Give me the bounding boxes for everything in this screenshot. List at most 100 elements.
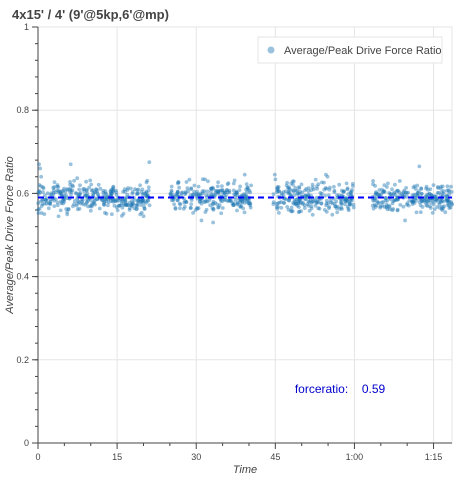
data-point: [381, 190, 385, 195]
data-point: [421, 198, 426, 203]
data-point: [326, 193, 331, 198]
data-point: [273, 177, 278, 182]
data-point: [425, 192, 430, 197]
data-point: [169, 190, 174, 195]
data-point: [384, 204, 389, 209]
data-point: [383, 198, 388, 203]
data-point: [313, 203, 318, 208]
x-tick-label: 1:00: [346, 452, 364, 462]
data-point: [145, 194, 149, 199]
data-point: [113, 199, 118, 203]
data-point: [144, 189, 149, 194]
data-point: [90, 201, 95, 206]
data-point: [198, 193, 203, 198]
data-point: [351, 205, 356, 210]
data-point: [392, 198, 397, 203]
data-point: [435, 205, 439, 209]
data-point: [175, 190, 180, 195]
data-point: [346, 192, 351, 197]
data-point: [434, 198, 439, 202]
data-point: [56, 189, 61, 194]
data-point: [335, 193, 339, 198]
data-point: [245, 198, 250, 203]
data-point: [393, 198, 398, 202]
data-point: [382, 189, 386, 194]
data-point: [145, 193, 150, 198]
data-point: [315, 199, 320, 204]
data-point: [423, 194, 428, 199]
data-point: [335, 204, 340, 209]
data-point: [342, 189, 346, 194]
data-point: [202, 189, 207, 194]
data-point: [183, 190, 188, 194]
data-point: [178, 202, 183, 207]
data-point: [77, 187, 82, 192]
data-point: [325, 174, 330, 179]
data-point: [424, 203, 429, 208]
data-point: [237, 188, 242, 193]
data-point: [377, 201, 381, 206]
data-point: [348, 199, 353, 203]
data-point: [125, 203, 130, 207]
legend: Average/Peak Drive Force Ratio: [257, 36, 443, 64]
data-point: [303, 193, 308, 198]
data-point: [129, 199, 134, 203]
data-point: [309, 206, 314, 211]
data-point: [387, 204, 392, 209]
data-point: [403, 190, 408, 195]
data-point: [205, 199, 210, 204]
annotation-value: 0.59: [362, 382, 386, 396]
data-point: [104, 196, 108, 200]
data-point: [401, 190, 406, 195]
data-point: [271, 202, 276, 207]
data-point: [113, 199, 118, 204]
data-point: [413, 196, 418, 201]
data-point: [88, 198, 93, 202]
data-point: [371, 206, 376, 211]
data-point: [62, 200, 67, 204]
data-point: [439, 200, 443, 204]
data-point: [412, 184, 417, 189]
data-point: [84, 201, 89, 206]
data-point: [333, 204, 338, 209]
data-point: [37, 189, 42, 193]
data-point: [319, 201, 324, 206]
data-point: [424, 199, 429, 204]
data-point: [271, 200, 276, 205]
data-point: [279, 200, 284, 204]
data-point: [103, 189, 108, 194]
data-point: [230, 201, 235, 206]
data-point: [36, 211, 41, 216]
data-point: [110, 191, 114, 196]
data-point: [195, 194, 199, 199]
data-point: [430, 193, 434, 198]
data-point: [293, 201, 298, 206]
data-point: [296, 201, 301, 206]
data-point: [58, 199, 63, 204]
data-point: [345, 199, 350, 204]
data-point: [245, 186, 250, 190]
data-point: [102, 202, 106, 207]
data-point: [65, 187, 69, 192]
data-point: [316, 200, 321, 205]
x-tick-label: 30: [191, 452, 201, 462]
data-point: [411, 199, 416, 204]
data-point: [138, 198, 143, 203]
data-point: [74, 191, 79, 196]
data-point: [449, 200, 453, 205]
data-point: [194, 192, 199, 197]
data-point: [169, 184, 174, 189]
data-point: [139, 210, 144, 215]
data-point: [300, 202, 305, 206]
data-point: [108, 193, 113, 197]
data-point: [222, 190, 227, 195]
data-point: [183, 204, 187, 209]
data-point: [383, 196, 388, 200]
data-point: [44, 198, 48, 203]
data-point: [210, 206, 215, 211]
data-point: [310, 182, 315, 187]
data-point: [410, 200, 415, 205]
data-point: [64, 193, 69, 198]
data-point: [146, 185, 151, 190]
data-point: [244, 196, 249, 201]
